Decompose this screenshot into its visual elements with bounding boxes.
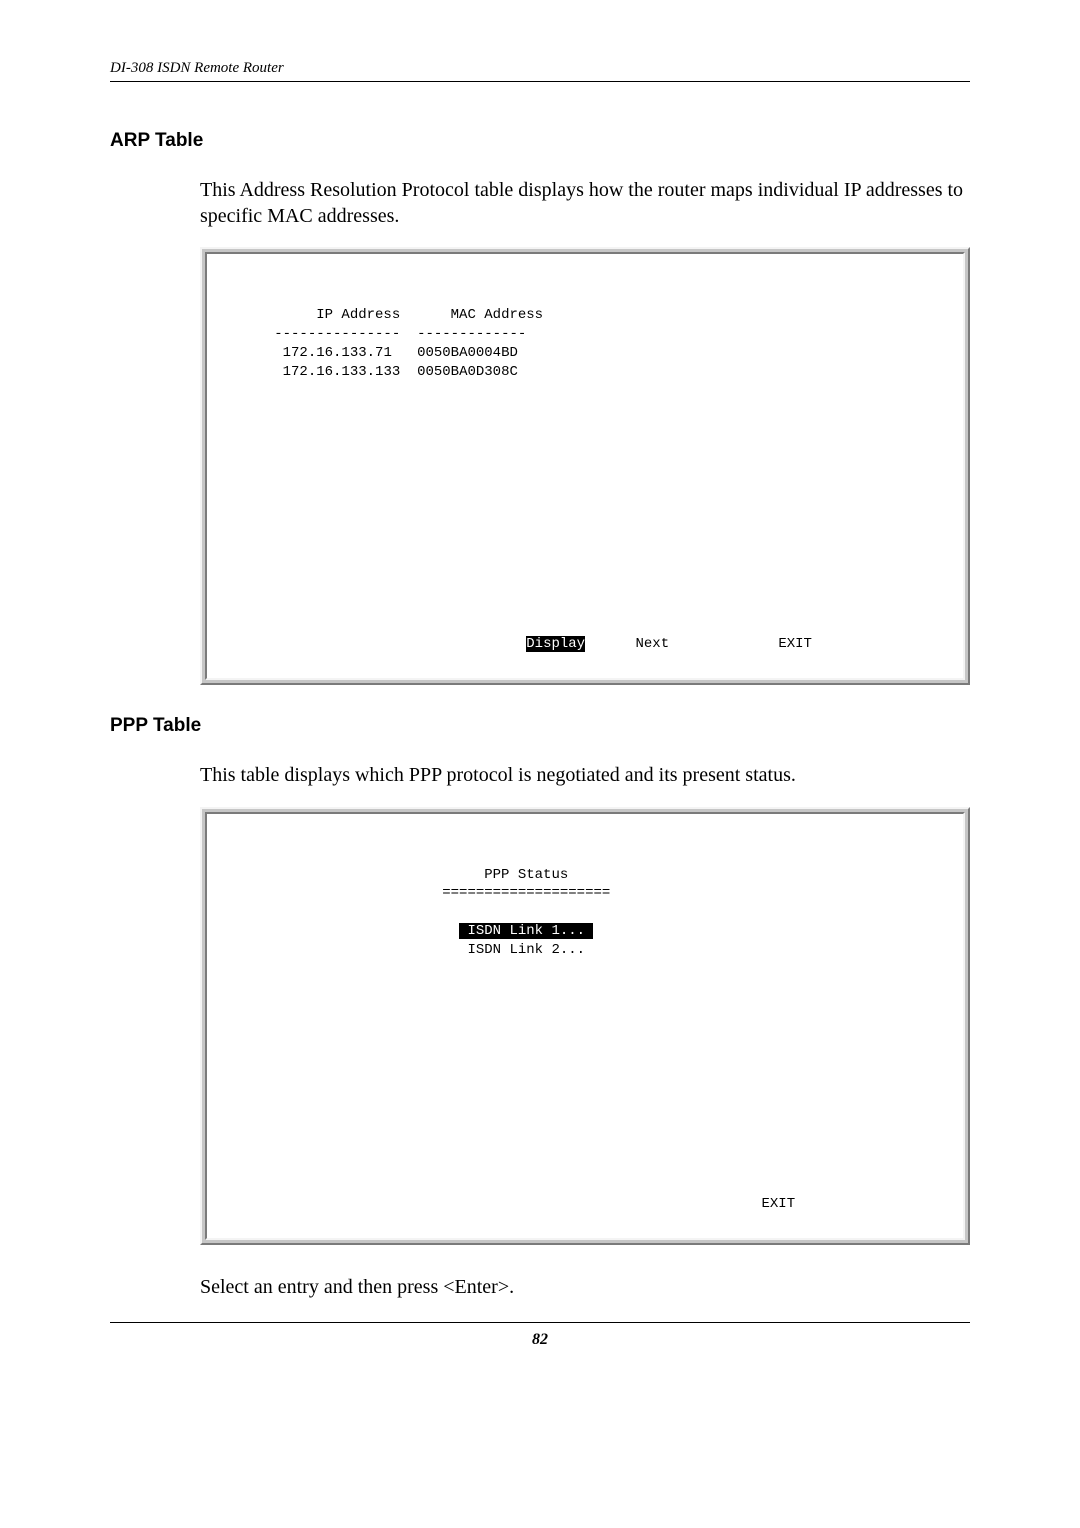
arp-heading: ARP Table bbox=[110, 130, 970, 152]
page-number: 82 bbox=[110, 1322, 970, 1349]
ppp-terminal-frame: PPP Status ==================== ISDN Lin… bbox=[200, 807, 970, 1245]
arp-terminal: IP Address MAC Address --------------- -… bbox=[205, 252, 965, 680]
arp-row-mac: 0050BA0D308C bbox=[417, 364, 518, 380]
ppp-button-row: EXIT bbox=[207, 1195, 963, 1214]
ppp-title: PPP Status bbox=[484, 867, 568, 883]
isdn-link-2[interactable]: ISDN Link 2... bbox=[467, 942, 585, 958]
ppp-paragraph: This table displays which PPP protocol i… bbox=[200, 763, 970, 789]
exit-button[interactable]: EXIT bbox=[762, 1196, 796, 1212]
ppp-heading: PPP Table bbox=[110, 715, 970, 737]
doc-header: DI-308 ISDN Remote Router bbox=[110, 60, 970, 82]
arp-col-ip-divider: --------------- bbox=[274, 326, 400, 342]
arp-paragraph: This Address Resolution Protocol table d… bbox=[200, 178, 970, 229]
display-button[interactable]: Display bbox=[526, 636, 585, 652]
arp-col-mac-header: MAC Address bbox=[451, 307, 543, 323]
arp-terminal-content: IP Address MAC Address --------------- -… bbox=[207, 292, 963, 382]
arp-col-mac-divider: ------------- bbox=[417, 326, 526, 342]
arp-row-ip: 172.16.133.71 bbox=[283, 345, 392, 361]
next-button[interactable]: Next bbox=[636, 636, 670, 652]
ppp-terminal-content: PPP Status ==================== ISDN Lin… bbox=[207, 852, 963, 960]
ppp-footer-text: Select an entry and then press <Enter>. bbox=[200, 1275, 970, 1301]
ppp-divider: ==================== bbox=[442, 885, 610, 901]
arp-col-ip-header: IP Address bbox=[316, 307, 400, 323]
arp-row-mac: 0050BA0004BD bbox=[417, 345, 518, 361]
arp-row-ip: 172.16.133.133 bbox=[283, 364, 401, 380]
arp-button-row: Display Next EXIT bbox=[207, 635, 963, 654]
arp-terminal-frame: IP Address MAC Address --------------- -… bbox=[200, 247, 970, 685]
isdn-link-1[interactable]: ISDN Link 1... bbox=[459, 923, 593, 939]
exit-button[interactable]: EXIT bbox=[778, 636, 812, 652]
ppp-terminal: PPP Status ==================== ISDN Lin… bbox=[205, 812, 965, 1240]
